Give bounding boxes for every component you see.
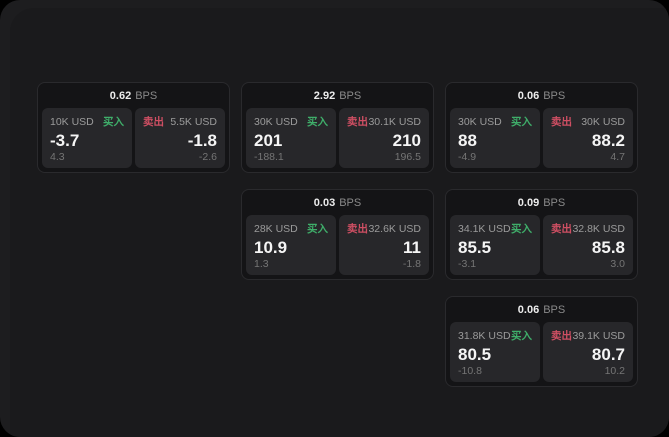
bps-suffix: BPS [339, 196, 362, 209]
quote-panels: 30K USD 买入 88 -4.9 卖出 30K USD 88.2 4.7 [446, 106, 637, 172]
bps-value: 0.06 [517, 303, 540, 316]
buy-label: 买入 [307, 223, 328, 235]
buy-amount: 30K USD [458, 115, 502, 128]
buy-panel[interactable]: 30K USD 买入 201 -188.1 [246, 108, 336, 168]
buy-price: 201 [254, 130, 283, 150]
bps-value: 0.09 [517, 196, 540, 209]
buy-panel[interactable]: 31.8K USD 买入 80.5 -10.8 [450, 322, 540, 382]
quote-panels: 31.8K USD 买入 80.5 -10.8 卖出 39.1K USD 80.… [446, 320, 637, 386]
bps-value: 0.62 [109, 89, 132, 102]
sell-label: 卖出 [551, 116, 572, 128]
sell-sub-value: -2.6 [198, 151, 217, 163]
sell-panel[interactable]: 卖出 5.5K USD -1.8 -2.6 [135, 108, 225, 168]
quote-panels: 30K USD 买入 201 -188.1 卖出 30.1K USD 210 1… [242, 106, 433, 172]
sell-sub-value: 4.7 [610, 151, 625, 163]
bps-suffix: BPS [543, 303, 566, 316]
quote-panels: 28K USD 买入 10.9 1.3 卖出 32.6K USD 11 -1.8 [242, 213, 433, 279]
bps-suffix: BPS [339, 89, 362, 102]
buy-sub-value: -188.1 [254, 151, 284, 163]
buy-panel[interactable]: 30K USD 买入 88 -4.9 [450, 108, 540, 168]
quote-card: 0.03 BPS 28K USD 买入 10.9 1.3 卖出 32.6K US… [241, 189, 434, 280]
sell-label: 卖出 [347, 116, 368, 128]
bps-suffix: BPS [135, 89, 158, 102]
quote-card: 2.92 BPS 30K USD 买入 201 -188.1 卖出 30.1K … [241, 82, 434, 173]
bps-suffix: BPS [543, 89, 566, 102]
buy-price: 10.9 [254, 237, 288, 257]
quote-card: 0.06 BPS 30K USD 买入 88 -4.9 卖出 30K USD [445, 82, 638, 173]
bps-header: 0.03 BPS [242, 190, 433, 213]
sell-amount: 32.6K USD [368, 222, 421, 235]
sell-price: -1.8 [187, 130, 217, 150]
sell-label: 卖出 [143, 116, 164, 128]
quote-grid: 0.62 BPS 10K USD 买入 -3.7 4.3 卖出 5.5K USD [37, 82, 638, 387]
bps-header: 0.06 BPS [446, 83, 637, 106]
sell-amount: 5.5K USD [170, 115, 217, 128]
buy-price: 85.5 [458, 237, 492, 257]
sell-panel[interactable]: 卖出 32.8K USD 85.8 3.0 [543, 215, 633, 275]
buy-label: 买入 [511, 330, 532, 342]
sell-label: 卖出 [347, 223, 368, 235]
sell-amount: 39.1K USD [572, 329, 625, 342]
sell-sub-value: -1.8 [402, 258, 421, 270]
sell-sub-value: 196.5 [394, 151, 421, 163]
bps-value: 2.92 [313, 89, 336, 102]
buy-label: 买入 [511, 116, 532, 128]
buy-amount: 30K USD [254, 115, 298, 128]
sell-amount: 30K USD [581, 115, 625, 128]
buy-sub-value: 4.3 [50, 151, 65, 163]
quote-card: 0.06 BPS 31.8K USD 买入 80.5 -10.8 卖出 39.1… [445, 296, 638, 387]
sell-price: 11 [403, 237, 421, 257]
sell-panel[interactable]: 卖出 30K USD 88.2 4.7 [543, 108, 633, 168]
buy-panel[interactable]: 28K USD 买入 10.9 1.3 [246, 215, 336, 275]
buy-amount: 28K USD [254, 222, 298, 235]
bps-header: 0.62 BPS [38, 83, 229, 106]
sell-sub-value: 3.0 [610, 258, 625, 270]
bps-value: 0.03 [313, 196, 336, 209]
sell-panel[interactable]: 卖出 32.6K USD 11 -1.8 [339, 215, 429, 275]
bps-header: 0.06 BPS [446, 297, 637, 320]
sell-amount: 30.1K USD [368, 115, 421, 128]
buy-sub-value: 1.3 [254, 258, 269, 270]
buy-label: 买入 [511, 223, 532, 235]
buy-label: 买入 [103, 116, 124, 128]
bps-suffix: BPS [543, 196, 566, 209]
bps-header: 0.09 BPS [446, 190, 637, 213]
buy-sub-value: -3.1 [458, 258, 477, 270]
sell-panel[interactable]: 卖出 39.1K USD 80.7 10.2 [543, 322, 633, 382]
quote-card: 0.62 BPS 10K USD 买入 -3.7 4.3 卖出 5.5K USD [37, 82, 230, 173]
buy-price: 80.5 [458, 344, 492, 364]
bps-value: 0.06 [517, 89, 540, 102]
sell-sub-value: 10.2 [604, 365, 625, 377]
buy-sub-value: -4.9 [458, 151, 477, 163]
buy-panel[interactable]: 10K USD 买入 -3.7 4.3 [42, 108, 132, 168]
sell-amount: 32.8K USD [572, 222, 625, 235]
quote-panels: 10K USD 买入 -3.7 4.3 卖出 5.5K USD -1.8 -2.… [38, 106, 229, 172]
sell-price: 80.7 [591, 344, 625, 364]
buy-price: -3.7 [50, 130, 80, 150]
sell-panel[interactable]: 卖出 30.1K USD 210 196.5 [339, 108, 429, 168]
buy-amount: 10K USD [50, 115, 94, 128]
sell-label: 卖出 [551, 330, 572, 342]
sell-price: 210 [392, 130, 421, 150]
buy-label: 买入 [307, 116, 328, 128]
buy-amount: 31.8K USD [458, 329, 511, 342]
sell-price: 85.8 [591, 237, 625, 257]
sell-price: 88.2 [591, 130, 625, 150]
buy-amount: 34.1K USD [458, 222, 511, 235]
buy-price: 88 [458, 130, 477, 150]
sell-label: 卖出 [551, 223, 572, 235]
buy-sub-value: -10.8 [458, 365, 482, 377]
buy-panel[interactable]: 34.1K USD 买入 85.5 -3.1 [450, 215, 540, 275]
bps-header: 2.92 BPS [242, 83, 433, 106]
quote-panels: 34.1K USD 买入 85.5 -3.1 卖出 32.8K USD 85.8… [446, 213, 637, 279]
quote-card: 0.09 BPS 34.1K USD 买入 85.5 -3.1 卖出 32.8K… [445, 189, 638, 280]
